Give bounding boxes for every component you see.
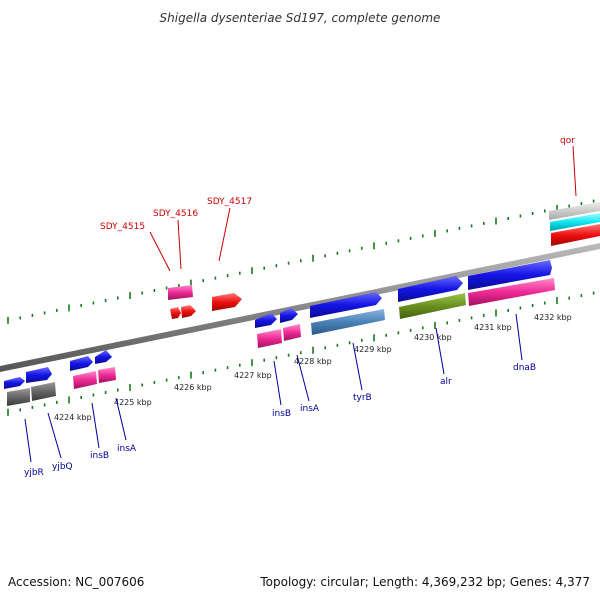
gene-label-insb-2[interactable]: insB — [272, 409, 291, 419]
gene-qor-feature — [549, 202, 600, 246]
gene-insa-1-feature — [95, 350, 116, 383]
gene-label-yjbr[interactable]: yjbR — [24, 468, 44, 478]
kbp-label-4224: 4224 kbp — [54, 413, 92, 422]
gene-dnab-feature — [468, 260, 555, 306]
gene-insa-2-feature — [280, 308, 301, 341]
gene-yjbq-feature — [26, 367, 56, 401]
gene-label-leaders — [24, 145, 577, 463]
gene-label-alr[interactable]: alr — [440, 377, 452, 387]
kbp-label-4232: 4232 kbp — [534, 313, 572, 322]
gene-label-sdy-4517[interactable]: SDY_4517 — [207, 197, 252, 207]
gene-labels-lower: yjbR yjbQ insB insA insB insA tyrB alr d… — [24, 363, 536, 478]
accession-text: Accession: NC_007606 — [8, 575, 144, 589]
gene-yjbr-feature — [4, 377, 30, 406]
map-title: Shigella dysenteriae Sd197, complete gen… — [160, 11, 441, 25]
gene-label-sdy-4515[interactable]: SDY_4515 — [100, 222, 145, 232]
kbp-label-4230: 4230 kbp — [414, 333, 452, 342]
lower-scale-ticks — [7, 291, 595, 416]
gene-labels-upper: SDY_4515 SDY_4516 SDY_4517 qor — [100, 136, 575, 232]
gene-insb-2-feature — [255, 313, 282, 348]
gene-alr-feature — [398, 276, 466, 319]
gene-features — [4, 202, 600, 406]
gene-label-insa-2[interactable]: insA — [300, 404, 320, 414]
gene-label-insa-1[interactable]: insA — [117, 444, 137, 454]
upper-scale-ticks — [7, 199, 595, 324]
kbp-label-4228: 4228 kbp — [294, 357, 332, 366]
gene-insb-1-feature — [70, 356, 97, 389]
genome-summary-text: Topology: circular; Length: 4,369,232 bp… — [259, 575, 590, 589]
gene-sdy-4517-feature — [212, 293, 242, 311]
kbp-label-4231: 4231 kbp — [474, 323, 512, 332]
kbp-label-4229: 4229 kbp — [354, 345, 392, 354]
kbp-label-4227: 4227 kbp — [234, 371, 272, 380]
gene-label-yjbq[interactable]: yjbQ — [52, 462, 73, 472]
gene-label-qor[interactable]: qor — [560, 136, 575, 146]
kbp-label-4225: 4225 kbp — [114, 398, 152, 407]
gene-label-insb-1[interactable]: insB — [90, 451, 109, 461]
gene-label-tyrb[interactable]: tyrB — [353, 393, 372, 403]
genome-backbone — [0, 243, 600, 372]
gene-label-sdy-4516[interactable]: SDY_4516 — [153, 209, 198, 219]
kbp-label-4226: 4226 kbp — [174, 383, 212, 392]
gene-tyrb-feature — [310, 292, 385, 335]
gene-sdy-4515-feature — [168, 285, 196, 319]
gene-label-dnab[interactable]: dnaB — [513, 363, 536, 373]
scale-labels: 4224 kbp 4225 kbp 4226 kbp 4227 kbp 4228… — [54, 313, 572, 422]
